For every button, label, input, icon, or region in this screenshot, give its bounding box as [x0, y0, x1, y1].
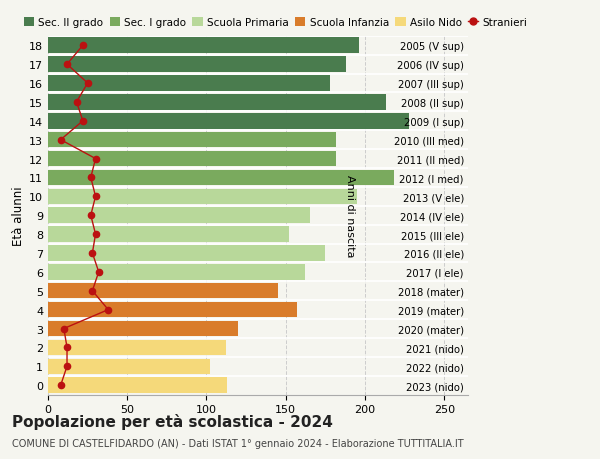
Bar: [48, 133, 337, 148]
Bar: [48, 264, 305, 280]
Bar: [48, 114, 409, 129]
Bar: [48, 57, 346, 73]
Text: Popolazione per età scolastica - 2024: Popolazione per età scolastica - 2024: [12, 413, 333, 429]
Y-axis label: Età alunni: Età alunni: [12, 186, 25, 246]
Bar: [48, 302, 297, 318]
Bar: [48, 39, 359, 54]
Legend: Sec. II grado, Sec. I grado, Scuola Primaria, Scuola Infanzia, Asilo Nido, Stran: Sec. II grado, Sec. I grado, Scuola Prim…: [24, 18, 527, 28]
Bar: [48, 151, 337, 167]
Text: COMUNE DI CASTELFIDARDO (AN) - Dati ISTAT 1° gennaio 2024 - Elaborazione TUTTITA: COMUNE DI CASTELFIDARDO (AN) - Dati ISTA…: [12, 438, 464, 448]
Bar: [48, 95, 386, 111]
Bar: [48, 208, 310, 224]
Bar: [48, 340, 226, 355]
Bar: [48, 76, 330, 91]
Bar: [48, 170, 394, 186]
Bar: [48, 359, 209, 374]
Bar: [48, 189, 357, 205]
Bar: [48, 283, 278, 299]
Bar: [48, 227, 289, 242]
Bar: [48, 378, 227, 393]
Bar: [48, 321, 238, 336]
Y-axis label: Anni di nascita: Anni di nascita: [345, 174, 355, 257]
Bar: [48, 246, 325, 261]
